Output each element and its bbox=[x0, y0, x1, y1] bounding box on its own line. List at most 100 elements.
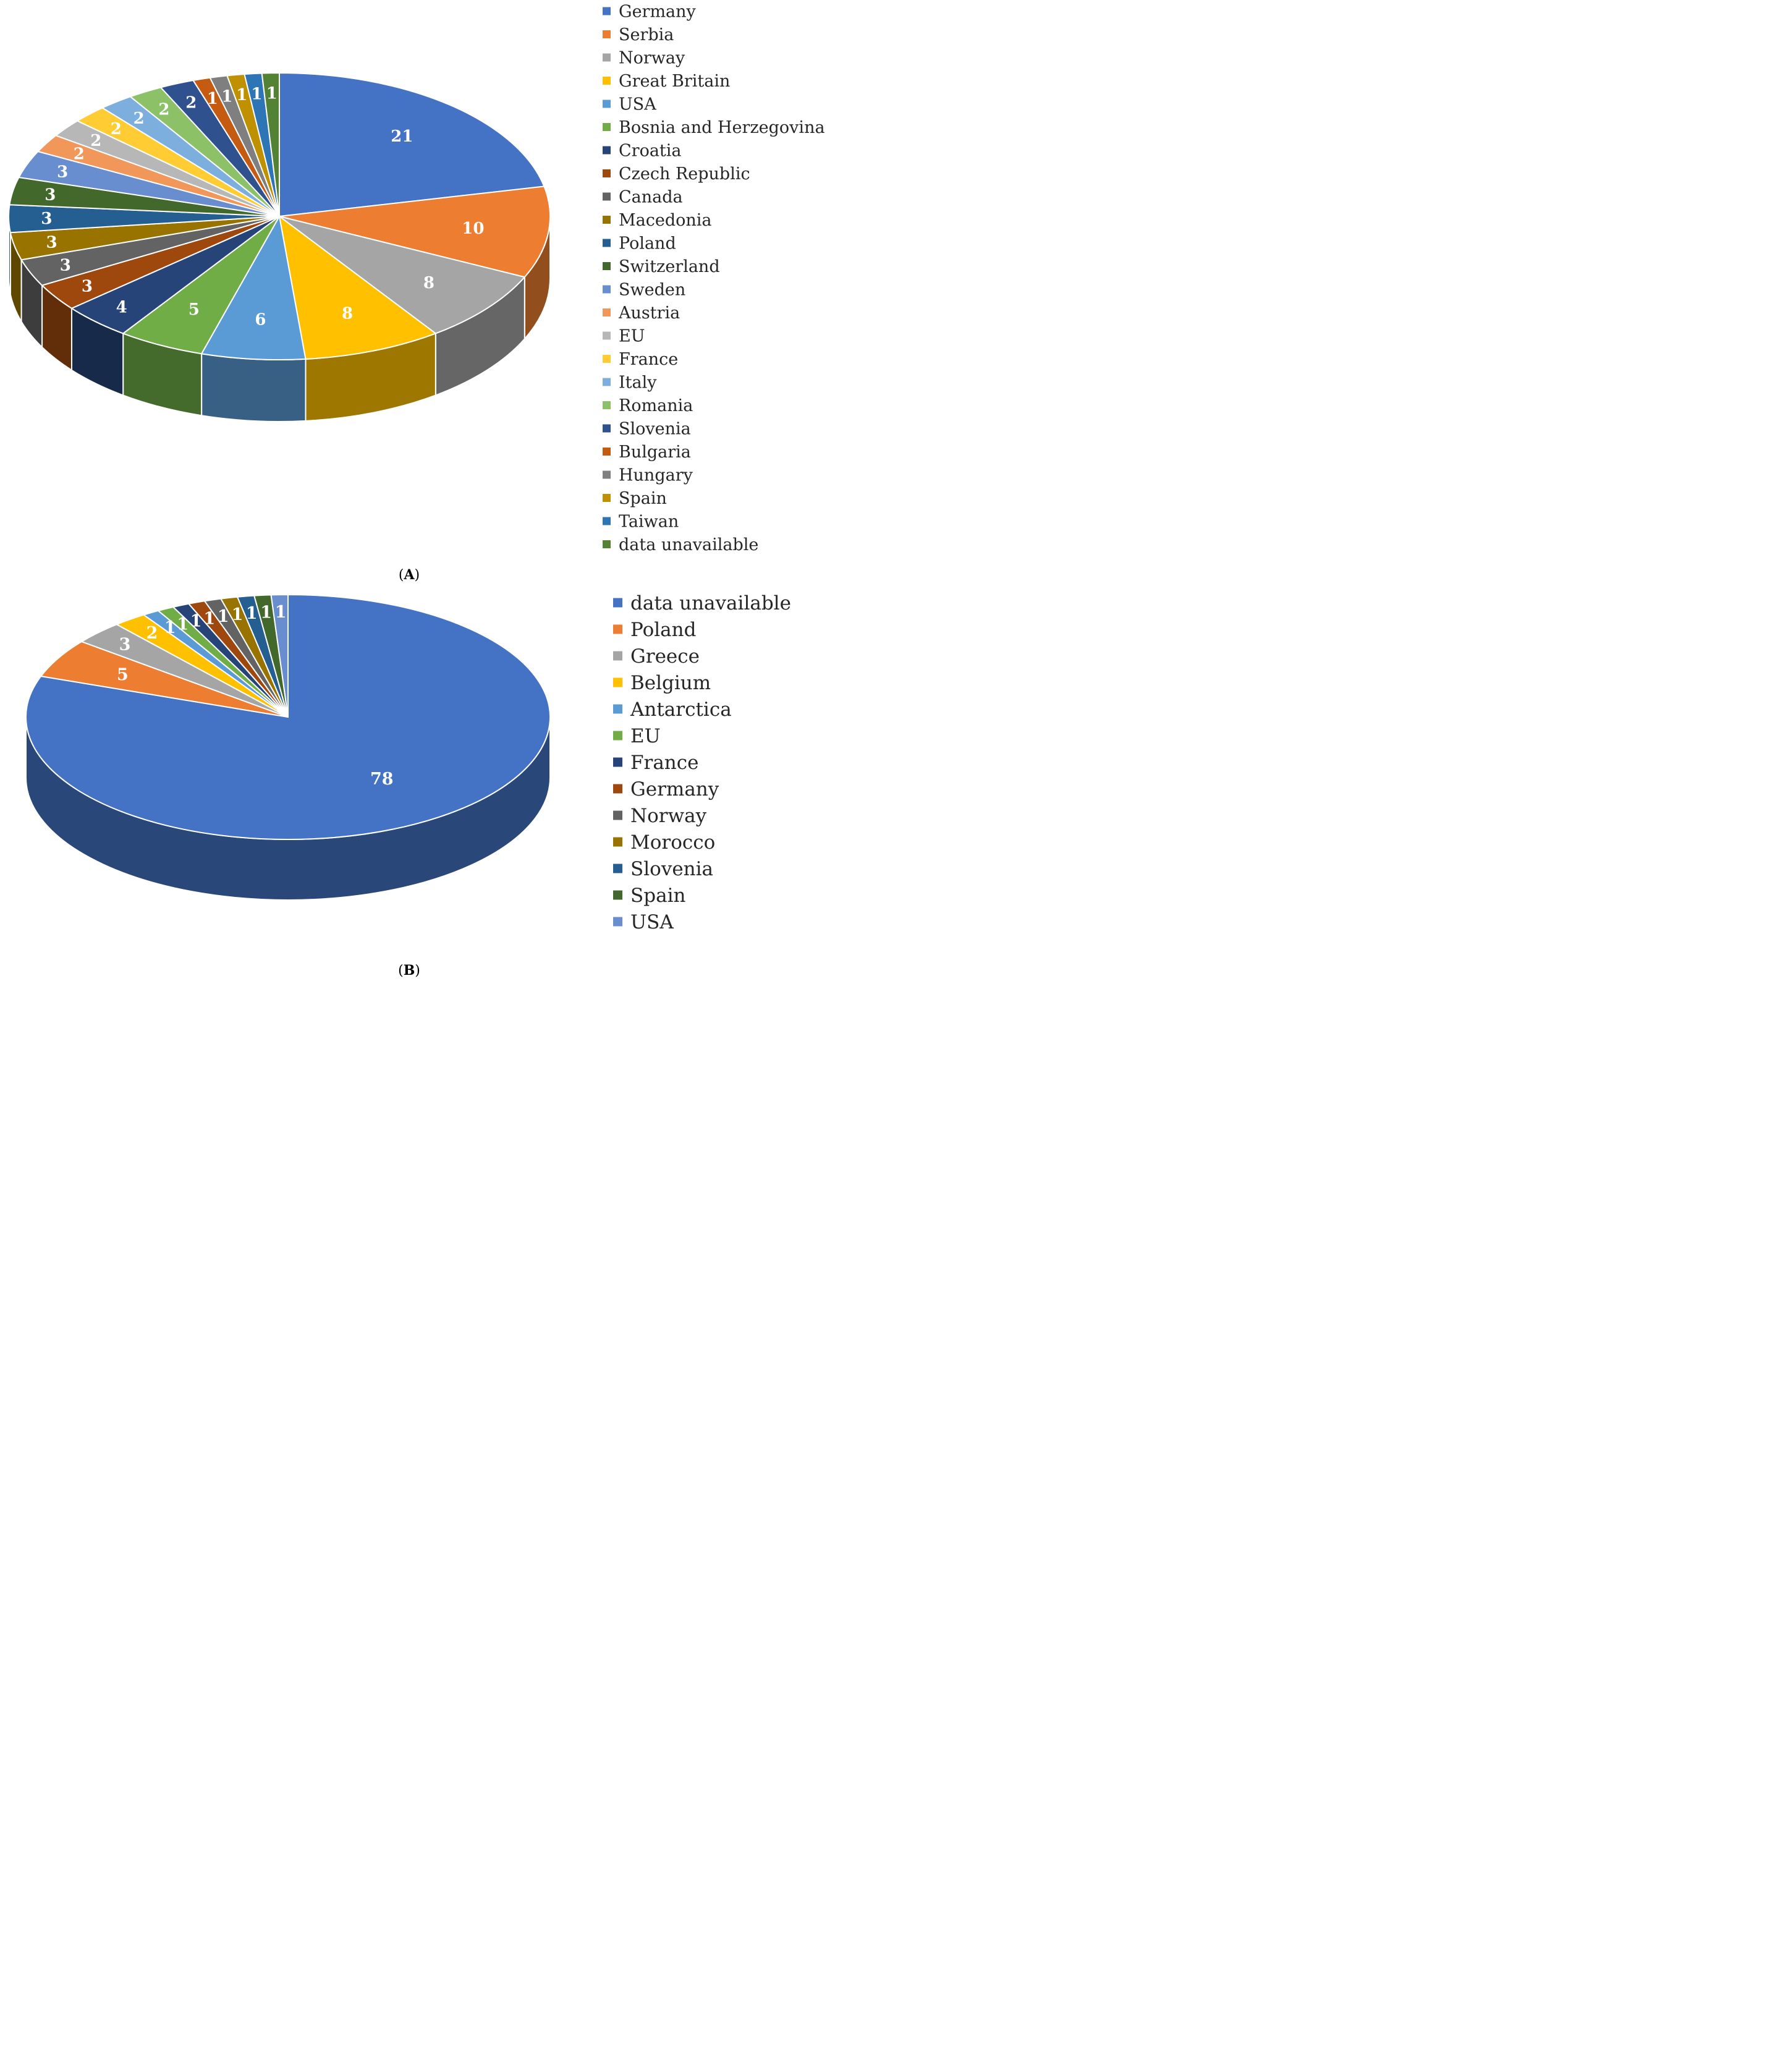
a-legend-label-germany: Germany bbox=[619, 2, 697, 22]
a-legend-label-great-britain: Great Britain bbox=[619, 72, 730, 91]
a-legend-label-slovenia: Slovenia bbox=[619, 420, 691, 439]
b-legend-swatch-slovenia bbox=[613, 864, 622, 873]
a-data-label-czech-republic: 3 bbox=[82, 278, 93, 296]
a-data-label-poland: 3 bbox=[41, 210, 52, 228]
a-legend-label-poland: Poland bbox=[619, 234, 676, 253]
a-data-label-sweden: 3 bbox=[57, 163, 68, 181]
a-slice-germany bbox=[279, 72, 545, 218]
a-legend-swatch-macedonia bbox=[603, 216, 611, 224]
b-legend-swatch-morocco bbox=[613, 837, 622, 847]
a-legend-swatch-slovenia bbox=[603, 424, 611, 433]
a-legend-swatch-great-britain bbox=[603, 77, 611, 85]
b-data-label-poland: 5 bbox=[117, 665, 129, 684]
a-legend-swatch-romania bbox=[603, 401, 611, 409]
a-data-label-data-unavailable: 1 bbox=[266, 85, 278, 103]
a-legend-label-hungary: Hungary bbox=[619, 466, 693, 485]
b-data-label-morocco: 1 bbox=[232, 605, 244, 624]
b-legend-label-greece: Greece bbox=[630, 645, 700, 668]
a-legend-label-france: France bbox=[619, 350, 678, 369]
caption-letter: B bbox=[404, 962, 415, 979]
b-legend-swatch-greece bbox=[613, 651, 622, 661]
b-legend-swatch-belgium bbox=[613, 677, 622, 687]
b-legend-swatch-norway bbox=[613, 810, 622, 820]
b-legend-label-antarctica: Antarctica bbox=[630, 698, 732, 721]
b-legend-label-germany: Germany bbox=[630, 778, 719, 800]
a-data-label-spain: 1 bbox=[236, 86, 247, 104]
b-legend-swatch-data-unavailable bbox=[613, 598, 622, 608]
b-data-label-belgium: 2 bbox=[146, 624, 158, 643]
b-slice-usa bbox=[270, 593, 289, 718]
a-data-label-romania: 2 bbox=[158, 101, 169, 119]
b-data-label-germany: 1 bbox=[203, 609, 215, 628]
b-legend-label-slovenia: Slovenia bbox=[630, 858, 713, 880]
a-legend-label-eu: EU bbox=[619, 327, 645, 346]
b-legend-swatch-antarctica bbox=[613, 704, 622, 714]
b-data-label-slovenia: 1 bbox=[246, 604, 258, 623]
a-legend-swatch-sweden bbox=[603, 285, 611, 294]
a-data-label-switzerland: 3 bbox=[44, 186, 56, 205]
a-data-label-austria: 2 bbox=[74, 145, 85, 163]
a-legend-label-switzerland: Switzerland bbox=[619, 257, 720, 276]
a-data-label-germany: 21 bbox=[391, 127, 413, 146]
b-legend-label-norway: Norway bbox=[630, 805, 707, 827]
a-data-label-croatia: 4 bbox=[116, 299, 127, 317]
b-legend-swatch-poland bbox=[613, 624, 622, 634]
a-legend-swatch-usa bbox=[603, 100, 611, 108]
a-data-label-usa: 6 bbox=[255, 310, 266, 329]
a-data-label-france: 2 bbox=[111, 120, 122, 138]
a-legend-label-serbia: Serbia bbox=[619, 25, 674, 45]
legend-b: data unavailable Poland Greece Belgium Antar… bbox=[613, 592, 791, 933]
b-data-label-data-unavailable: 78 bbox=[370, 770, 394, 789]
a-legend-swatch-czech-republic bbox=[603, 169, 611, 177]
b-legend-label-morocco: Morocco bbox=[630, 831, 715, 854]
a-data-label-taiwan: 1 bbox=[251, 85, 262, 103]
a-data-label-serbia: 10 bbox=[462, 219, 484, 238]
a-legend-swatch-spain bbox=[603, 494, 611, 502]
a-legend-label-spain: Spain bbox=[619, 489, 667, 508]
a-slice-bosnia-and-herzegovina bbox=[122, 216, 280, 355]
a-data-label-canada: 3 bbox=[60, 257, 71, 275]
a-legend-swatch-norway bbox=[603, 53, 611, 62]
b-slice-poland bbox=[40, 640, 289, 718]
b-data-label-greece: 3 bbox=[119, 635, 131, 655]
a-legend-label-bulgaria: Bulgaria bbox=[619, 443, 691, 462]
a-data-label-slovenia: 2 bbox=[185, 93, 197, 112]
a-legend-swatch-austria bbox=[603, 308, 611, 316]
a-legend-swatch-italy bbox=[603, 378, 611, 386]
a-data-label-hungary: 1 bbox=[221, 88, 232, 106]
b-data-label-norway: 1 bbox=[218, 607, 229, 626]
b-data-label-antarctica: 1 bbox=[164, 618, 176, 637]
a-legend-swatch-bosnia-and-herzegovina bbox=[603, 123, 611, 131]
a-slice-serbia bbox=[279, 185, 551, 278]
b-slices bbox=[25, 593, 551, 840]
a-legend-label-taiwan: Taiwan bbox=[619, 512, 679, 532]
b-legend-swatch-eu bbox=[613, 731, 622, 741]
a-legend-label-canada: Canada bbox=[619, 188, 683, 207]
a-legend-swatch-serbia bbox=[603, 30, 611, 38]
b-legend-label-spain: Spain bbox=[630, 885, 685, 907]
a-legend-swatch-switzerland bbox=[603, 262, 611, 270]
figure: 21 10 8 8 6 5 4 3 3 3 3 3 3 2 2 2 2 2 2 1 1 1 1 1 Germany Serbia… bbox=[0, 0, 848, 987]
b-data-label-usa: 1 bbox=[275, 603, 287, 622]
a-side-walls bbox=[8, 216, 551, 422]
a-legend-label-norway: Norway bbox=[619, 49, 685, 68]
a-legend-label-austria: Austria bbox=[618, 304, 680, 323]
a-legend-swatch-bulgaria bbox=[603, 448, 611, 456]
a-data-label-bulgaria: 1 bbox=[207, 90, 218, 108]
a-slice-usa bbox=[200, 214, 307, 360]
a-legend-label-sweden: Sweden bbox=[619, 281, 685, 300]
b-legend-label-poland: Poland bbox=[630, 619, 696, 641]
b-legend-swatch-usa bbox=[613, 917, 622, 927]
b-legend-label-belgium: Belgium bbox=[630, 672, 711, 694]
a-slice-great-britain bbox=[278, 214, 437, 360]
caption-b: (B) bbox=[398, 962, 420, 979]
a-slice-norway bbox=[279, 216, 526, 334]
a-slice-data-unavailable bbox=[261, 72, 280, 217]
a-legend-swatch-hungary bbox=[603, 470, 611, 479]
a-legend-label-macedonia: Macedonia bbox=[619, 211, 712, 230]
